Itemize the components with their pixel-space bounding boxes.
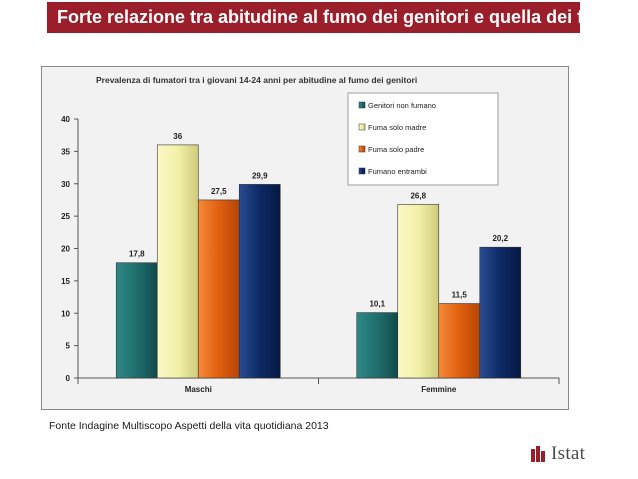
bar (479, 246, 522, 379)
logo-text: Istat (551, 443, 586, 464)
bar (197, 199, 240, 379)
data-label: 27,5 (211, 187, 227, 196)
y-tick-label: 20 (61, 245, 70, 254)
x-axis: Maschi Femmine (77, 377, 560, 394)
y-tick-label: 5 (66, 342, 71, 351)
legend-box (347, 92, 499, 186)
y-tick-label: 15 (61, 277, 70, 286)
chart-legend: Genitori non fumano Fuma solo madre Fuma s… (347, 92, 499, 186)
y-tick-label: 40 (61, 115, 70, 124)
y-axis: 0 5 10 15 20 25 30 35 40 (61, 115, 79, 383)
bar (156, 144, 199, 379)
istat-logo: Istat (531, 441, 585, 467)
y-tick-label: 35 (61, 147, 70, 156)
y-tick-label: 30 (61, 180, 70, 189)
bar (438, 303, 481, 379)
bar (397, 204, 440, 379)
legend-swatch (358, 101, 366, 109)
legend-label: Genitori non fumano (368, 101, 436, 110)
legend-label: Fuma solo madre (368, 123, 426, 132)
data-label: 11,5 (452, 291, 468, 300)
y-tick-label: 10 (61, 309, 70, 318)
bar-chart: Prevalenza di fumatori tra i giovani 14-… (61, 75, 560, 394)
data-label: 20,2 (492, 234, 508, 243)
data-label: 29,9 (252, 171, 268, 180)
slide-title: Forte relazione tra abitudine al fumo de… (47, 2, 580, 33)
data-label: 36 (173, 132, 182, 141)
legend-swatch (358, 167, 366, 175)
legend-label: Fumano entrambi (368, 167, 427, 176)
bars-group: 17,8 36 27,5 29,9 10,1 26,8 11,5 20,2 (115, 132, 522, 379)
data-label: 26,8 (410, 191, 426, 200)
data-label: 10,1 (369, 300, 385, 309)
x-category-label: Femmine (421, 385, 457, 394)
legend-label: Fuma solo padre (368, 145, 424, 154)
bar (115, 262, 158, 379)
data-label: 17,8 (129, 250, 145, 259)
bar (356, 312, 399, 379)
x-category-label: Maschi (185, 385, 212, 394)
chart-title: Prevalenza di fumatori tra i giovani 14-… (96, 75, 417, 85)
source-note: Fonte Indagine Multiscopo Aspetti della … (49, 420, 329, 432)
y-tick-label: 0 (66, 374, 71, 383)
y-tick-label: 25 (61, 212, 70, 221)
chart-area: Prevalenza di fumatori tra i giovani 14-… (41, 66, 569, 410)
legend-swatch (358, 145, 366, 153)
bar (238, 184, 281, 379)
logo-icon (531, 446, 547, 462)
legend-swatch (358, 123, 366, 131)
